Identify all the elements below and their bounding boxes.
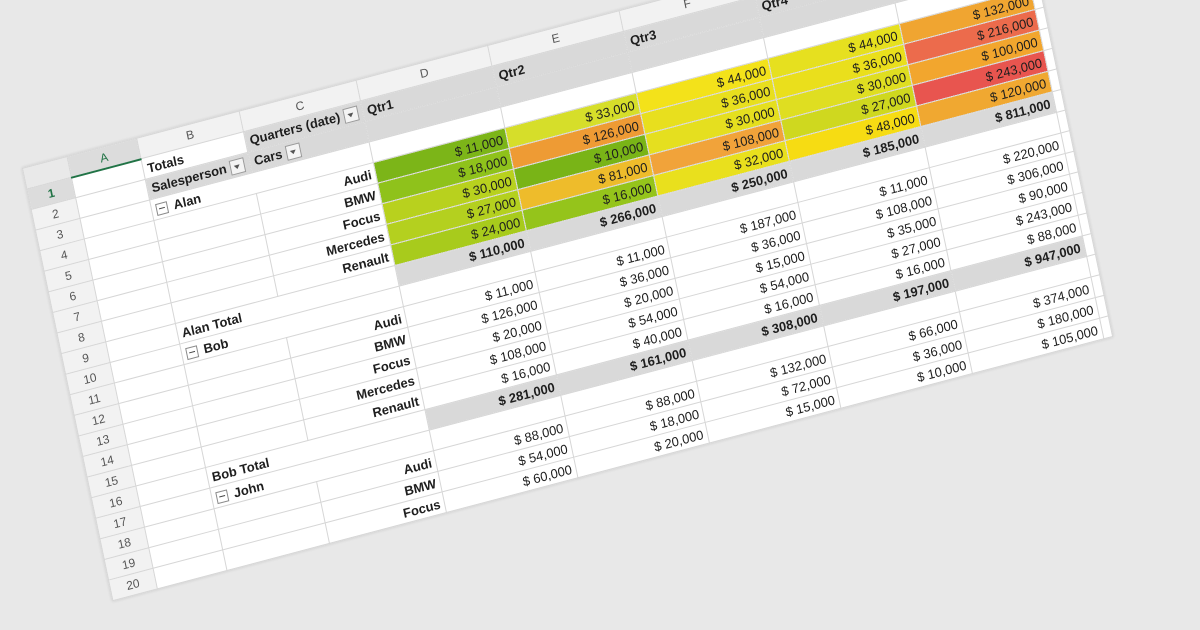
spreadsheet[interactable]: A B C D E F 1 Totals Quarters (date) Qtr1 Qt…: [22, 0, 1114, 602]
cars-filter-dropdown-icon[interactable]: [284, 142, 303, 161]
quarters-filter-dropdown-icon[interactable]: [342, 105, 361, 124]
collapse-toggle-icon[interactable]: [215, 489, 230, 505]
pivot-grid: A B C D E F 1 Totals Quarters (date) Qtr1 Qt…: [22, 0, 1113, 601]
collapse-toggle-icon[interactable]: [155, 201, 170, 217]
salesperson-filter-dropdown-icon[interactable]: [228, 157, 247, 176]
collapse-toggle-icon[interactable]: [185, 345, 200, 361]
